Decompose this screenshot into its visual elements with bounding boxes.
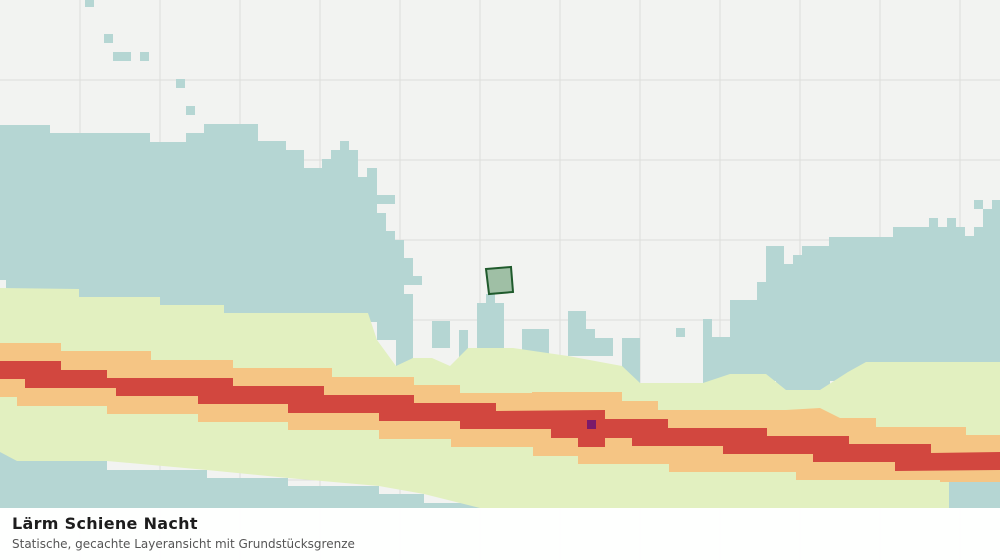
- zone-low: [0, 0, 1000, 508]
- map-title: Lärm Schiene Nacht: [12, 514, 198, 533]
- zone-very-high: [0, 361, 1000, 471]
- map-caption: Lärm Schiene Nacht Statische, gecachte L…: [0, 508, 1000, 560]
- map-subtitle: Statische, gecachte Layeransicht mit Gru…: [12, 537, 355, 551]
- parcel-boundary: [484, 265, 515, 296]
- location-marker: [587, 420, 596, 429]
